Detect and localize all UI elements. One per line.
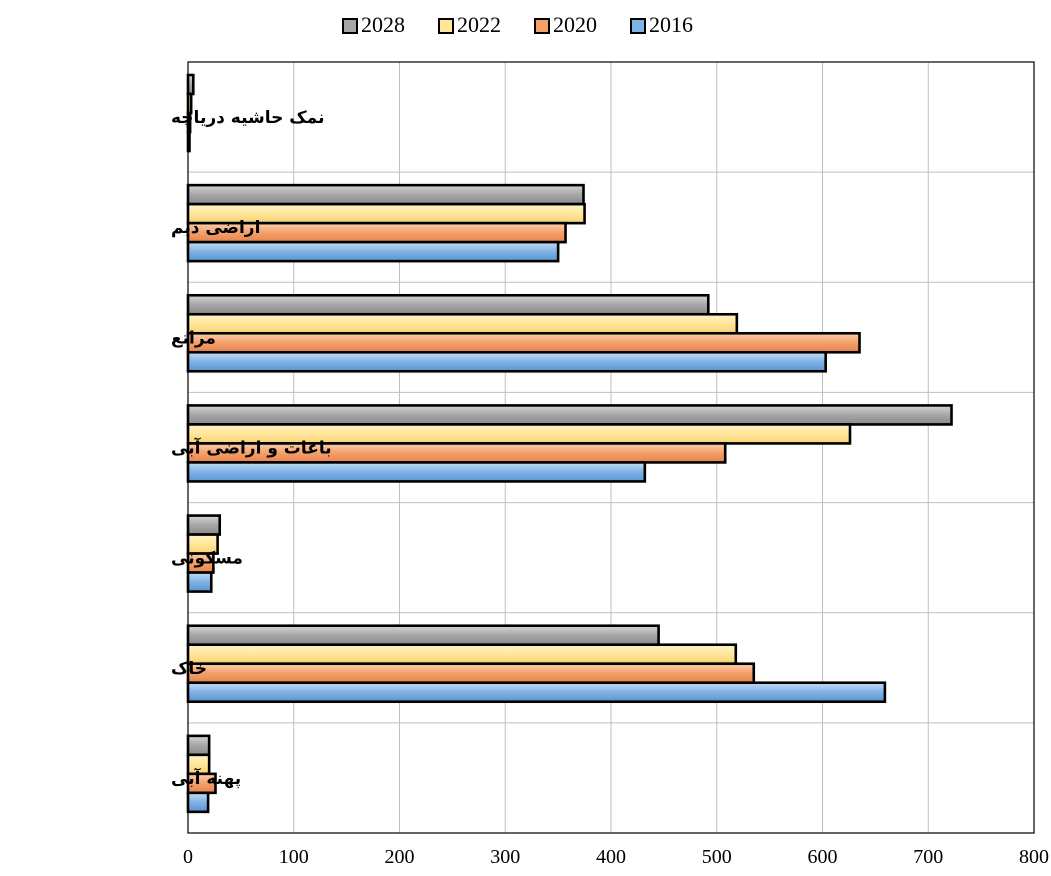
x-tick-label: 800 xyxy=(1019,846,1049,868)
legend-label: 2022 xyxy=(457,12,501,37)
bar-2028-2 xyxy=(186,293,710,316)
x-tick-label: 100 xyxy=(279,846,309,868)
legend-swatch xyxy=(534,18,550,34)
category-label: مسکونی xyxy=(171,549,243,569)
legend-item-2016: 2016 xyxy=(630,12,693,37)
bar-2022-2 xyxy=(186,312,739,335)
x-tick-label: 700 xyxy=(913,846,943,868)
legend-swatch xyxy=(630,18,646,34)
legend-label: 2028 xyxy=(361,12,405,37)
bar-2022-5 xyxy=(186,643,738,666)
legend-item-2020: 2020 xyxy=(534,12,597,37)
bar-2016-1 xyxy=(186,240,560,263)
x-tick-label: 600 xyxy=(808,846,838,868)
legend-label: 2016 xyxy=(649,12,693,37)
legend-item-2022: 2022 xyxy=(438,12,501,37)
bar-2016-6 xyxy=(186,791,210,814)
bar-2028-5 xyxy=(186,624,660,647)
bar-2028-3 xyxy=(186,404,953,426)
plot-frame xyxy=(187,61,1035,834)
bar-2028-4 xyxy=(186,514,222,536)
bar-2020-2 xyxy=(186,331,861,354)
x-tick-label: 0 xyxy=(183,846,193,868)
bar-2028-0 xyxy=(186,73,195,96)
category-label: خاک xyxy=(171,659,207,679)
category-label: باغات و اراضی آبی xyxy=(171,437,332,459)
plot-area: 0 100 200 300 400 500 600 700 800 نمک حاشیه دریاچ… xyxy=(171,61,1049,868)
bar-2016-4 xyxy=(186,571,213,593)
legend: 2028 2022 2020 2016 xyxy=(342,12,693,37)
x-tick-label: 500 xyxy=(702,846,732,868)
category-label: مراتع xyxy=(171,328,216,348)
bar-2028-6 xyxy=(186,734,211,757)
bar-2020-5 xyxy=(186,662,756,685)
bar-2016-3 xyxy=(186,461,647,483)
x-tick-label: 200 xyxy=(385,846,415,868)
bar-2016-2 xyxy=(186,350,827,373)
bar-2016-5 xyxy=(186,681,887,704)
category-label: اراضی دیم xyxy=(171,218,260,238)
x-tick-label: 400 xyxy=(596,846,626,868)
legend-label: 2020 xyxy=(553,12,597,37)
legend-swatch xyxy=(342,18,358,34)
x-tick-label: 300 xyxy=(490,846,520,868)
category-label: نمک حاشیه دریاچه xyxy=(171,108,324,128)
legend-item-2028: 2028 xyxy=(342,12,405,37)
bar-2028-1 xyxy=(186,183,585,206)
category-label: پهنه آبی xyxy=(171,767,241,789)
legend-swatch xyxy=(438,18,454,34)
